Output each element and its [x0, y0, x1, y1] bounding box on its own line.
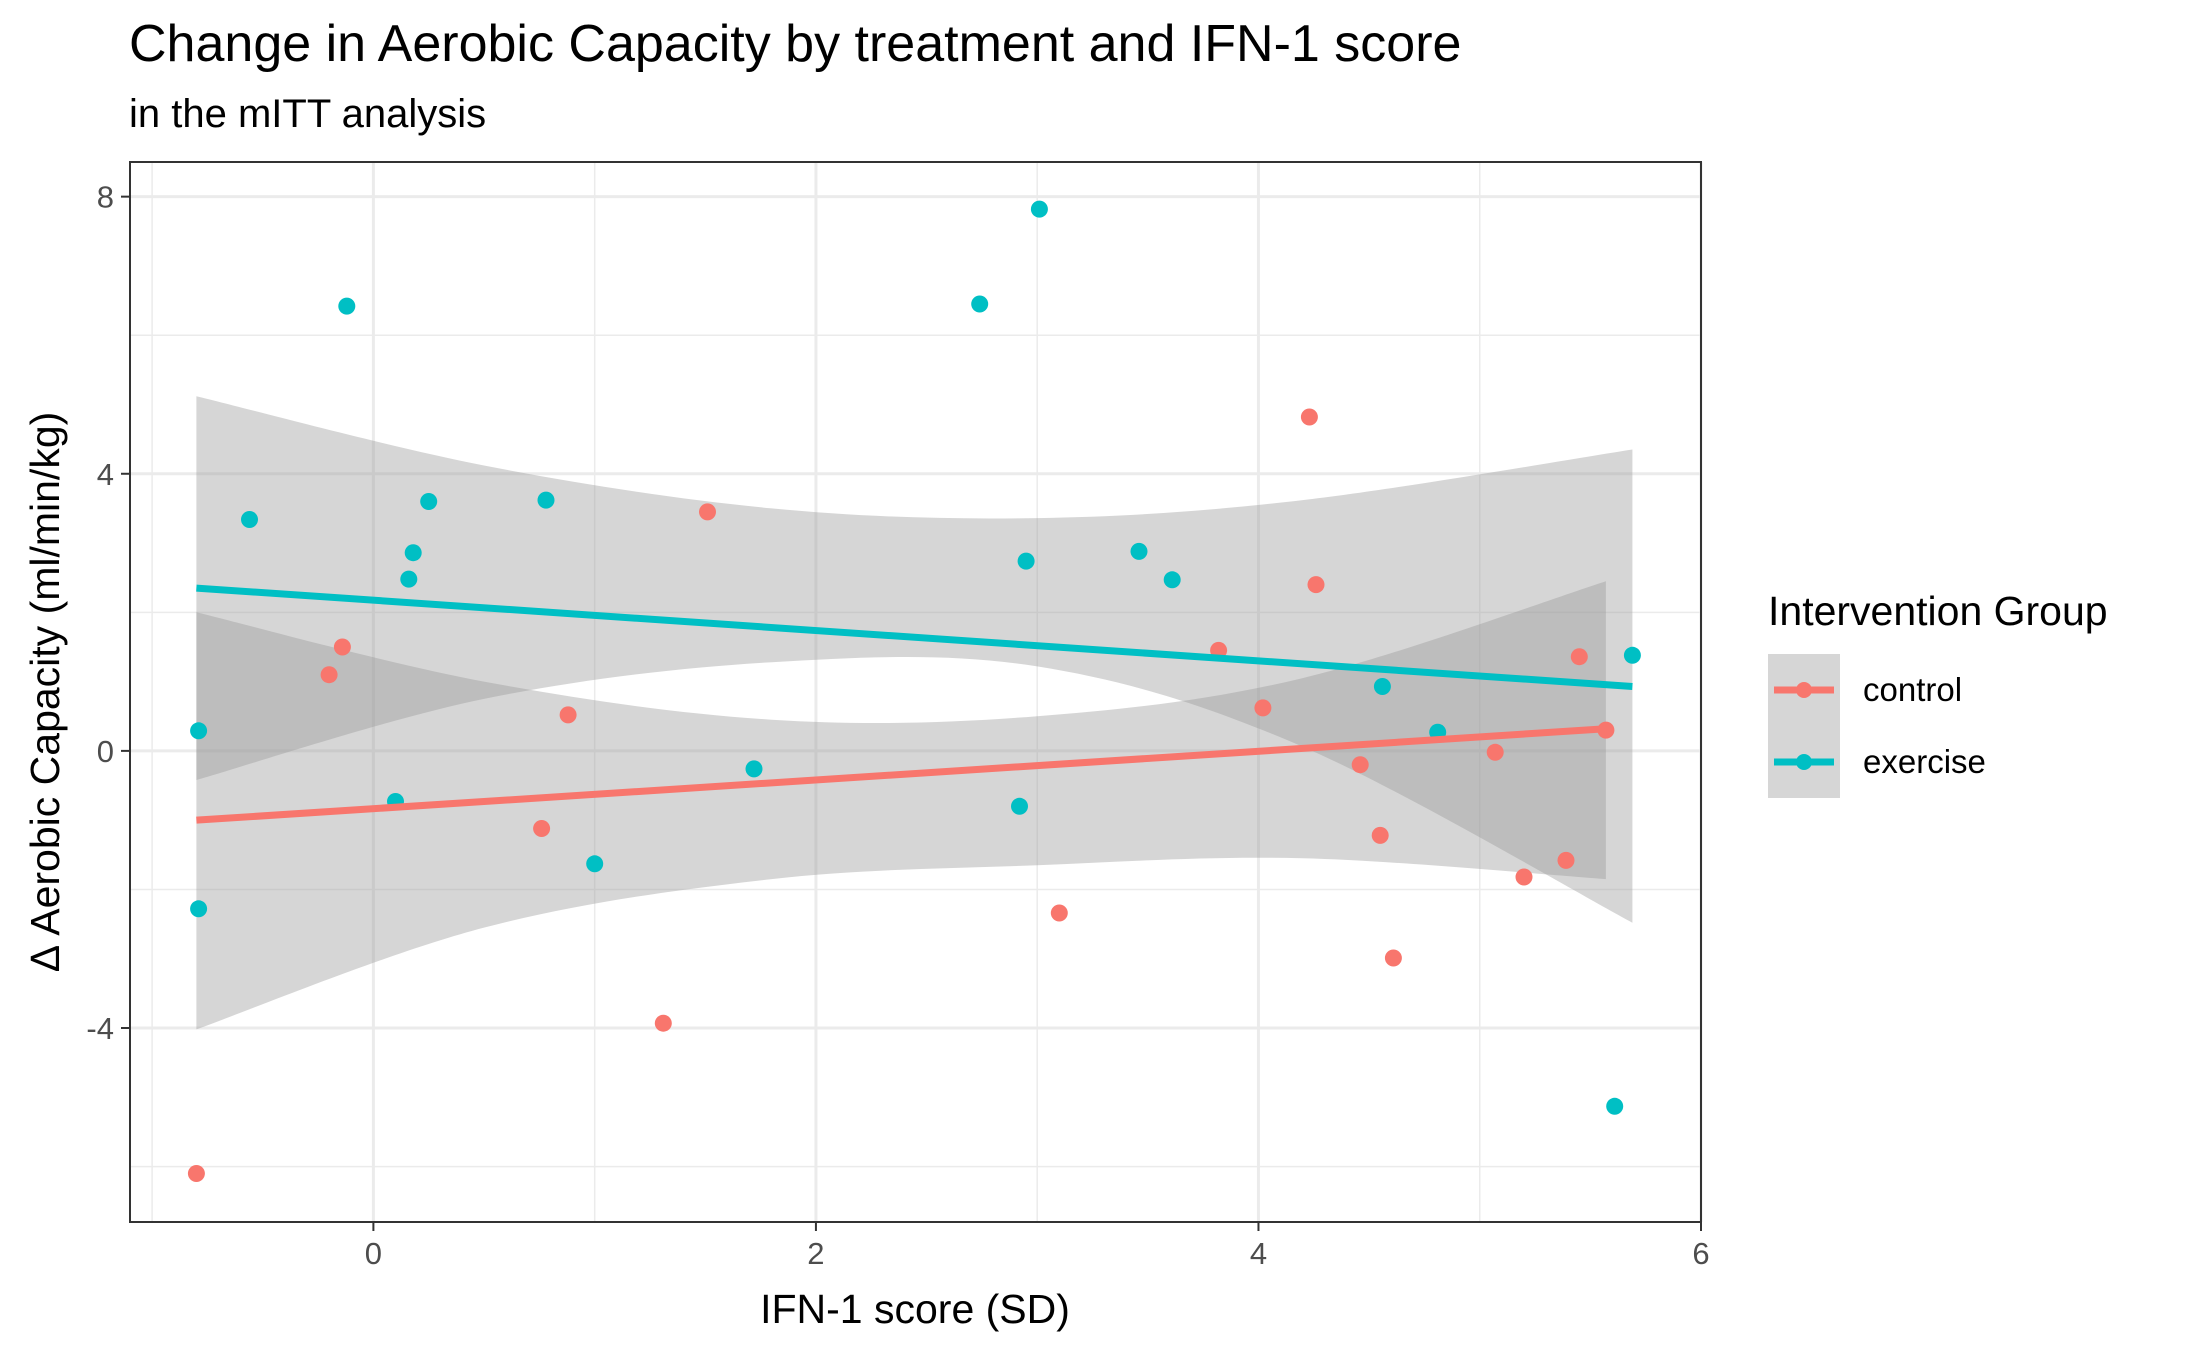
point-control	[1557, 851, 1575, 869]
point-control	[320, 666, 338, 684]
point-exercise	[1017, 552, 1035, 570]
point-exercise	[1030, 200, 1048, 218]
legend-label-control: control	[1863, 671, 1962, 708]
point-control	[1351, 756, 1369, 774]
x-tick-label: 2	[807, 1236, 824, 1271]
chart-title: Change in Aerobic Capacity by treatment …	[129, 15, 1461, 73]
x-axis-title: IFN-1 score (SD)	[760, 1286, 1070, 1332]
point-exercise	[400, 570, 418, 588]
point-exercise	[190, 722, 208, 740]
point-exercise	[537, 491, 555, 509]
point-control	[187, 1165, 205, 1182]
x-tick-label: 0	[365, 1236, 382, 1271]
legend: Intervention Group control exercise	[1768, 588, 2108, 798]
data-points	[187, 200, 1641, 1182]
point-control	[1570, 648, 1588, 666]
ci-ribbon-control	[196, 581, 1606, 1030]
confidence-ribbons	[196, 396, 1633, 1030]
point-control	[333, 638, 351, 656]
legend-point-control	[1796, 682, 1812, 698]
x-tick-label: 6	[1692, 1236, 1709, 1271]
grid-major	[130, 162, 1703, 1222]
legend-title: Intervention Group	[1768, 588, 2108, 634]
point-exercise	[1163, 571, 1181, 589]
y-tick-label: 8	[97, 180, 114, 215]
point-exercise	[420, 493, 438, 510]
point-control	[1307, 576, 1325, 594]
x-axis-ticks: 0 2 4 6	[365, 1222, 1710, 1271]
point-exercise	[745, 760, 763, 778]
point-exercise	[190, 900, 208, 918]
point-control	[1050, 904, 1068, 922]
point-control	[1515, 868, 1533, 886]
legend-point-exercise	[1796, 754, 1812, 770]
y-axis-title: Δ Aerobic Capacity (ml/min/kg)	[22, 412, 68, 973]
plot-panel-background	[130, 162, 1701, 1222]
fit-line-control	[196, 725, 1607, 824]
point-control	[533, 820, 551, 837]
y-axis-ticks: -4 0 4 8	[86, 180, 130, 1046]
point-exercise	[586, 855, 604, 873]
point-control	[1254, 699, 1272, 717]
point-exercise	[241, 511, 258, 528]
point-exercise	[1623, 646, 1641, 664]
point-exercise	[1373, 678, 1391, 695]
point-exercise	[1606, 1097, 1624, 1115]
point-exercise	[404, 544, 422, 562]
grid-minor	[130, 162, 1701, 1222]
point-exercise	[338, 297, 356, 315]
legend-label-exercise: exercise	[1863, 743, 1986, 780]
point-control	[699, 503, 716, 521]
point-exercise	[1011, 797, 1028, 815]
ci-ribbon-exercise	[196, 396, 1633, 923]
y-tick-label: -4	[86, 1011, 114, 1046]
y-tick-label: 0	[97, 734, 114, 769]
point-control	[1300, 408, 1318, 426]
point-control	[1384, 949, 1402, 967]
point-control	[654, 1014, 672, 1032]
point-exercise	[971, 295, 989, 313]
point-control	[1371, 826, 1389, 844]
x-tick-label: 4	[1250, 1236, 1267, 1271]
point-exercise	[1130, 542, 1148, 560]
fit-lines	[196, 584, 1633, 824]
chart-subtitle: in the mITT analysis	[129, 92, 486, 136]
point-control	[559, 706, 577, 724]
point-control	[1486, 743, 1504, 761]
fit-line-exercise	[196, 584, 1633, 690]
plot-panel-border	[129, 161, 1702, 1223]
y-tick-label: 4	[97, 457, 114, 492]
